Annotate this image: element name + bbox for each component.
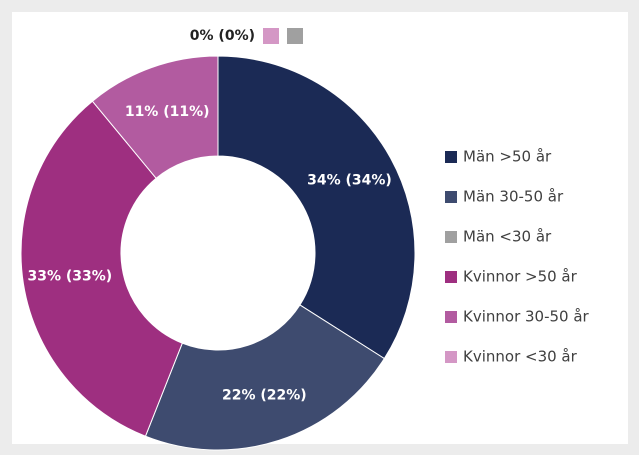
legend-swatch	[445, 351, 457, 363]
donut-slice	[20, 100, 183, 437]
legend-swatch	[445, 271, 457, 283]
legend-swatch	[445, 311, 457, 323]
zero-key	[287, 28, 303, 44]
donut-slice	[91, 55, 219, 179]
zero-key	[263, 28, 279, 44]
donut-slice	[144, 304, 386, 451]
legend-label: Män >50 år	[463, 148, 552, 166]
legend-label: Män 30-50 år	[463, 188, 564, 206]
data-label: 11% (11%)	[125, 104, 210, 120]
legend-swatch	[445, 151, 457, 163]
donut-slice	[217, 55, 416, 360]
data-label: 22% (22%)	[222, 388, 307, 404]
legend-label: Män <30 år	[463, 228, 552, 246]
legend-swatch	[445, 191, 457, 203]
legend-label: Kvinnor 30-50 år	[463, 308, 590, 326]
legend-swatch	[445, 231, 457, 243]
data-label: 33% (33%)	[27, 268, 112, 284]
data-label: 34% (34%)	[307, 173, 392, 189]
legend-label: Kvinnor <30 år	[463, 348, 578, 366]
legend-label: Kvinnor >50 år	[463, 268, 578, 286]
data-label: 0% (0%)	[190, 28, 255, 44]
